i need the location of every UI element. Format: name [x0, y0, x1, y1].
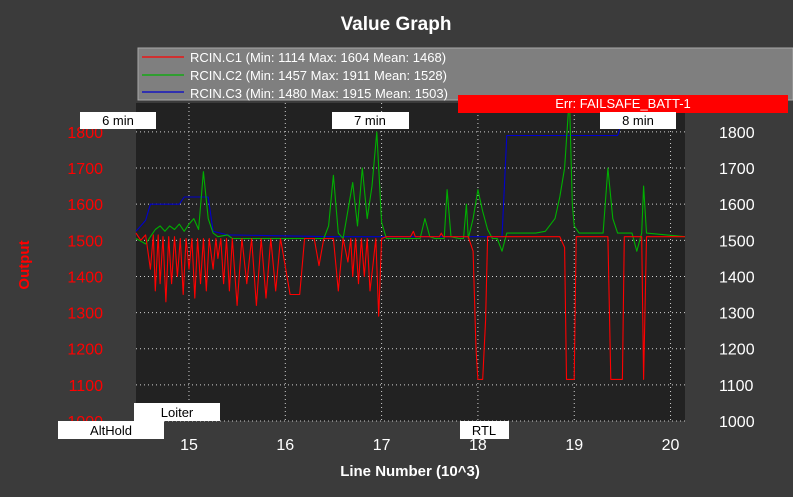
x-tick-label: 15	[180, 437, 198, 454]
y-tick-label-right: 1600	[719, 197, 755, 214]
y-tick-label-right: 1200	[719, 342, 755, 359]
series-layer	[135, 95, 686, 380]
error-marker: Err: FAILSAFE_BATT-1	[458, 95, 788, 113]
plot-area	[136, 103, 685, 421]
x-tick-label: 16	[276, 437, 294, 454]
y-tick-label-right: 1800	[719, 125, 755, 142]
time-marker-label: 8 min	[622, 113, 654, 128]
y-tick-label-left: 1700	[67, 161, 103, 178]
chart-title: Value Graph	[341, 14, 452, 35]
mode-marker-label: RTL	[472, 423, 496, 438]
series-line-rcin-c2	[135, 95, 686, 252]
legend-entry-c1: RCIN.C1 (Min: 1114 Max: 1604 Mean: 1468)	[190, 50, 446, 65]
y-tick-label-right: 1100	[719, 378, 754, 395]
y-tick-label-right: 1500	[719, 233, 755, 250]
legend-box	[137, 47, 793, 101]
y-tick-label-right: 1700	[719, 161, 755, 178]
mode-marker-box	[58, 421, 164, 439]
x-tick-label: 20	[662, 437, 680, 454]
x-axis-ticks: 15 16 17 18 19 20	[180, 437, 679, 454]
mode-marker-box	[460, 421, 509, 439]
y-tick-label-left: 1300	[67, 306, 103, 323]
legend-entry-c2: RCIN.C2 (Min: 1457 Max: 1911 Mean: 1528)	[190, 68, 447, 83]
mode-marker-label: Loiter	[161, 405, 194, 420]
x-tick-label: 19	[565, 437, 583, 454]
y-tick-label-right: 1400	[719, 269, 755, 286]
time-marker-box	[332, 112, 409, 129]
time-markers: 6 min 7 min 8 min	[80, 112, 676, 129]
y-tick-label-left: 1200	[67, 342, 103, 359]
gridlines	[136, 103, 685, 422]
time-marker-box	[600, 112, 676, 129]
y-tick-label-left: 1600	[67, 197, 103, 214]
y-tick-label-right: 1300	[719, 306, 755, 323]
y-tick-label-left: 1800	[67, 125, 103, 142]
x-tick-label: 18	[469, 437, 487, 454]
error-marker-label: Err: FAILSAFE_BATT-1	[555, 96, 691, 111]
y-tick-label-left: 1100	[69, 378, 104, 395]
error-marker-box	[458, 95, 788, 113]
x-axis-label: Line Number (10^3)	[340, 463, 480, 480]
mode-marker-box	[134, 403, 220, 421]
legend-entry-c3: RCIN.C3 (Min: 1480 Max: 1915 Mean: 1503)	[190, 86, 448, 101]
series-line-rcin-c1	[135, 230, 685, 380]
mode-marker-label: AltHold	[90, 423, 132, 438]
x-tick-label: 17	[373, 437, 391, 454]
series-line-rcin-c3	[135, 120, 623, 238]
y-axis-right-ticks: 1000 1100 1200 1300 1400 1500 1600 1700 1800	[719, 125, 755, 431]
y-tick-label-right: 1000	[719, 414, 755, 431]
legend: RCIN.C1 (Min: 1114 Max: 1604 Mean: 1468)…	[137, 47, 793, 101]
y-tick-label-left: 1500	[67, 233, 103, 250]
mode-markers: Loiter AltHold RTL	[58, 403, 509, 439]
time-marker-label: 6 min	[102, 113, 134, 128]
time-marker-label: 7 min	[354, 113, 386, 128]
y-axis-label: Output	[16, 240, 33, 289]
time-marker-box	[80, 112, 156, 129]
y-tick-label-left: 1400	[67, 269, 103, 286]
